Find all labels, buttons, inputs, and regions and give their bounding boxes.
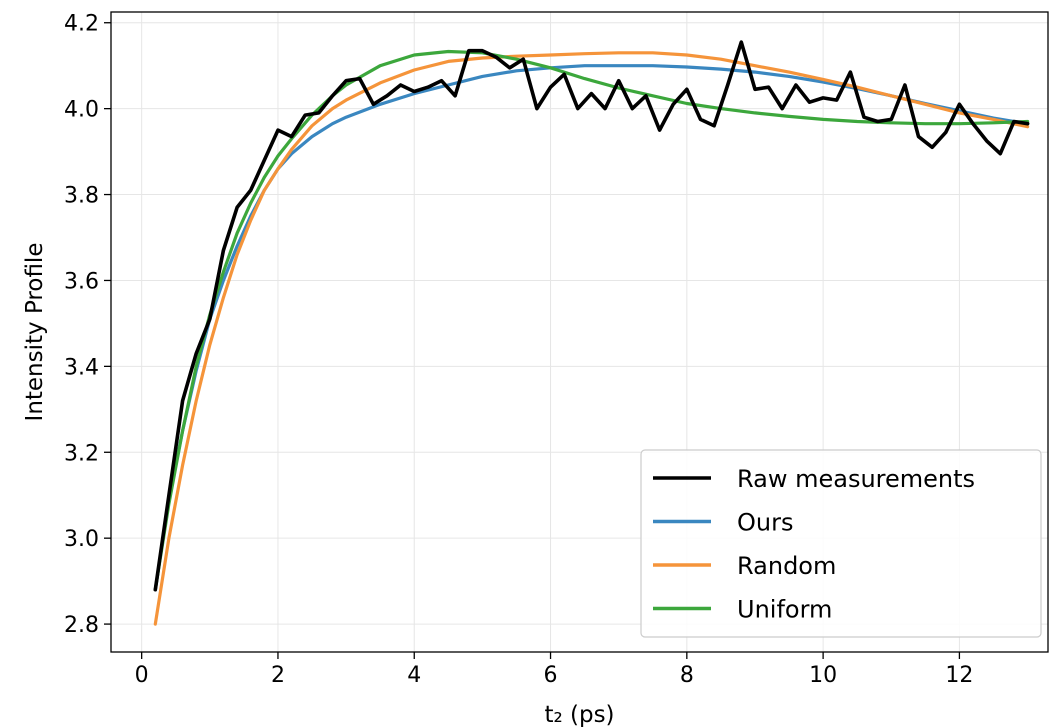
legend-label: Raw measurements — [737, 465, 975, 493]
x-tick-label: 4 — [407, 663, 421, 688]
x-tick-label: 2 — [271, 663, 285, 688]
legend-label: Ours — [737, 509, 793, 537]
x-tick-label: 10 — [809, 663, 837, 688]
legend-label: Random — [737, 552, 836, 580]
y-tick-label: 2.8 — [64, 613, 99, 638]
x-axis-ticks: 0 2 4 6 8 10 12 — [135, 652, 973, 688]
series-line-uniform — [153, 49, 1030, 592]
series-lines — [153, 40, 1030, 626]
y-tick-label: 4.2 — [64, 12, 99, 37]
y-axis-label: Intensity Profile — [22, 243, 48, 422]
y-axis-ticks: 2.8 3.0 3.2 3.4 3.6 3.8 4.0 4.2 — [64, 12, 111, 638]
legend-box — [640, 449, 1042, 638]
series-line-raw-measurements — [153, 40, 1030, 592]
y-tick-label: 3.4 — [64, 355, 99, 380]
x-axis-label: t₂ (ps) — [544, 702, 614, 728]
y-tick-label: 3.2 — [64, 441, 99, 466]
y-tick-label: 3.0 — [64, 527, 99, 552]
x-tick-label: 0 — [135, 663, 149, 688]
plot-frame — [110, 11, 1049, 653]
x-tick-label: 6 — [544, 663, 558, 688]
series-line-ours — [153, 64, 1030, 592]
y-tick-label: 4.0 — [64, 98, 99, 123]
y-tick-label: 3.6 — [64, 269, 99, 294]
legend: Raw measurements Ours Random Uniform — [640, 449, 1042, 638]
y-tick-label: 3.8 — [64, 184, 99, 209]
legend-label: Uniform — [737, 596, 832, 624]
x-tick-label: 12 — [945, 663, 973, 688]
x-tick-label: 8 — [680, 663, 694, 688]
